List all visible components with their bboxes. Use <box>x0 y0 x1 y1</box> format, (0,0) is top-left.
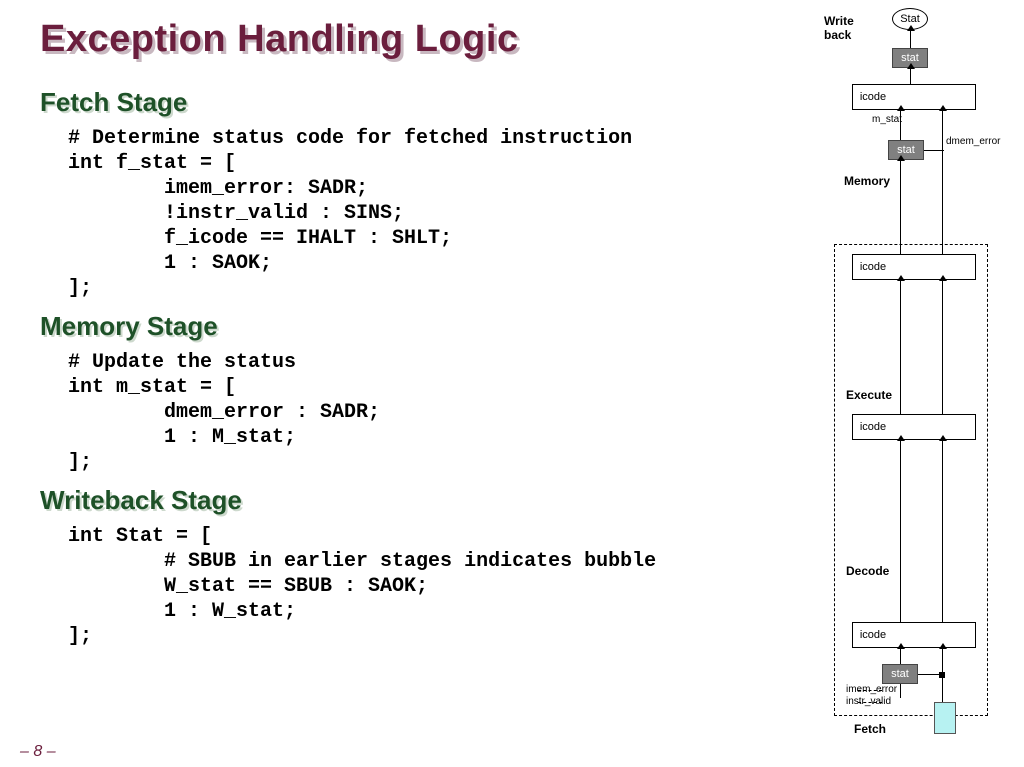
reg-d: D stat icode <box>852 622 976 648</box>
line-d-e-stat <box>900 440 901 622</box>
memory-label: Memory <box>844 174 890 188</box>
page-number: – 8 – <box>20 743 56 761</box>
stat-box-mem: stat <box>888 140 924 160</box>
reg-e-icode: icode <box>853 415 893 439</box>
reg-m: M stat icode <box>852 254 976 280</box>
imem-error-label: imem_error <box>846 684 897 695</box>
node-dot <box>939 672 945 678</box>
line-fetch-d-stat <box>900 648 901 664</box>
fetch-code: # Determine status code for fetched inst… <box>68 126 810 301</box>
line-w-icode <box>942 110 943 254</box>
reg-e: E stat icode <box>852 414 976 440</box>
memory-heading: Memory Stage <box>40 311 810 342</box>
pipeline-diagram: Stat Write back stat W stat icode m_stat… <box>816 6 1016 762</box>
line-statf-in <box>900 684 901 698</box>
line-d-e-icode <box>942 440 943 622</box>
m-stat-label: m_stat <box>872 114 902 125</box>
fetch-heading: Fetch Stage <box>40 87 810 118</box>
dmem-error-line <box>924 150 944 151</box>
line-stat-w <box>910 68 911 84</box>
line-m-stat <box>900 160 901 254</box>
execute-label: Execute <box>846 388 892 402</box>
reg-m-icode: icode <box>853 255 893 279</box>
line-e-m-icode <box>942 280 943 414</box>
reg-w: W stat icode <box>852 84 976 110</box>
line-e-m-stat <box>900 280 901 414</box>
writeback-code: int Stat = [ # SBUB in earlier stages in… <box>68 524 810 649</box>
fetch-box <box>934 702 956 734</box>
dmem-error-label: dmem_error <box>946 136 1000 147</box>
instr-valid-label: instr_valid <box>846 696 891 707</box>
stat-box-fetch: stat <box>882 664 918 684</box>
line-oval-stat <box>910 30 911 48</box>
fetch-label: Fetch <box>854 722 886 736</box>
decode-label: Decode <box>846 564 889 578</box>
writeback-label: Write back <box>824 14 854 42</box>
hline-fetch-stat <box>918 674 942 675</box>
reg-d-icode: icode <box>853 623 893 647</box>
page-title: Exception Handling Logic <box>40 18 810 61</box>
writeback-heading: Writeback Stage <box>40 485 810 516</box>
reg-w-icode: icode <box>853 85 893 109</box>
memory-code: # Update the status int m_stat = [ dmem_… <box>68 350 810 475</box>
line-w-stat <box>900 110 901 140</box>
